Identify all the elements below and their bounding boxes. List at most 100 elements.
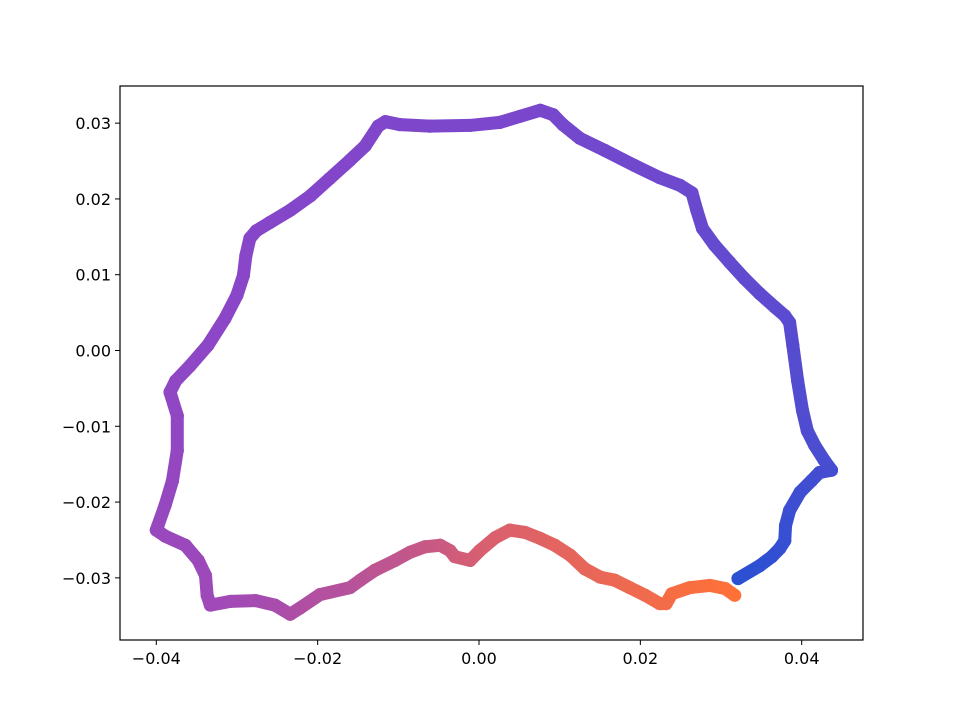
point xyxy=(546,108,560,122)
point xyxy=(488,531,502,545)
point xyxy=(825,463,839,477)
point xyxy=(765,550,779,564)
point xyxy=(313,588,327,602)
point xyxy=(158,529,172,543)
point xyxy=(791,374,805,388)
point xyxy=(263,215,277,229)
point xyxy=(371,119,385,133)
point xyxy=(503,523,517,537)
y-tick-label: 0.03 xyxy=(75,114,111,133)
point xyxy=(731,572,745,586)
point xyxy=(249,594,263,608)
point xyxy=(163,385,177,399)
point xyxy=(183,359,197,373)
point xyxy=(513,109,527,123)
point xyxy=(556,118,570,132)
point xyxy=(659,597,673,611)
point xyxy=(518,525,532,539)
point xyxy=(778,534,792,548)
point xyxy=(623,581,637,595)
point xyxy=(695,221,709,235)
point xyxy=(165,474,179,488)
point xyxy=(808,438,822,452)
point xyxy=(804,474,818,488)
point xyxy=(665,587,679,601)
y-tick-label: 0.02 xyxy=(75,190,111,209)
point xyxy=(293,601,307,615)
point xyxy=(199,569,213,583)
y-tick-label: −0.03 xyxy=(62,569,111,588)
point xyxy=(230,288,244,302)
point xyxy=(388,553,402,567)
point xyxy=(548,538,562,552)
plot-area xyxy=(149,103,839,621)
point xyxy=(423,119,437,133)
point xyxy=(236,268,250,282)
y-tick-label: 0.00 xyxy=(75,341,111,360)
point xyxy=(191,553,205,567)
point xyxy=(783,503,797,517)
point xyxy=(169,374,183,388)
point xyxy=(393,118,407,132)
point xyxy=(812,466,826,480)
point xyxy=(200,588,214,602)
point xyxy=(753,559,767,573)
point xyxy=(800,424,814,438)
point xyxy=(786,338,800,352)
point xyxy=(753,287,767,301)
point xyxy=(795,403,809,417)
point xyxy=(793,485,807,499)
axes-frame xyxy=(119,85,864,641)
point xyxy=(368,563,382,577)
point xyxy=(683,581,697,595)
point xyxy=(158,498,172,512)
point xyxy=(703,578,717,592)
point xyxy=(778,309,792,323)
point xyxy=(418,540,432,554)
y-tick-label: −0.01 xyxy=(62,417,111,436)
x-tick-label: 0.04 xyxy=(784,649,820,668)
point xyxy=(533,103,547,117)
point xyxy=(673,178,687,192)
point xyxy=(283,607,297,621)
y-tick-label: −0.02 xyxy=(62,493,111,512)
point xyxy=(433,538,447,552)
point xyxy=(170,444,184,458)
point xyxy=(343,153,357,167)
point xyxy=(323,171,337,185)
point xyxy=(578,562,592,576)
point xyxy=(178,538,192,552)
point xyxy=(343,581,357,595)
x-tick-label: −0.02 xyxy=(293,649,342,668)
point xyxy=(201,338,215,352)
point xyxy=(638,588,652,602)
point xyxy=(779,519,793,533)
x-tick-label: 0.00 xyxy=(461,649,497,668)
point xyxy=(243,231,257,245)
point xyxy=(463,118,477,132)
point xyxy=(573,131,587,145)
point xyxy=(353,573,367,587)
y-tick-label: 0.01 xyxy=(75,266,111,285)
trace-segment xyxy=(423,118,477,133)
point xyxy=(685,186,699,200)
point xyxy=(283,203,297,217)
point xyxy=(224,594,238,608)
point xyxy=(203,598,217,612)
point xyxy=(563,548,577,562)
point xyxy=(493,115,507,129)
point xyxy=(218,312,232,326)
point xyxy=(728,588,742,602)
point xyxy=(628,159,642,173)
point xyxy=(239,249,253,263)
point xyxy=(768,300,782,314)
point xyxy=(708,238,722,252)
point xyxy=(268,598,282,612)
point xyxy=(598,143,612,157)
point xyxy=(723,256,737,270)
point xyxy=(533,531,547,545)
point xyxy=(690,203,704,217)
point xyxy=(653,171,667,185)
point xyxy=(448,550,462,564)
